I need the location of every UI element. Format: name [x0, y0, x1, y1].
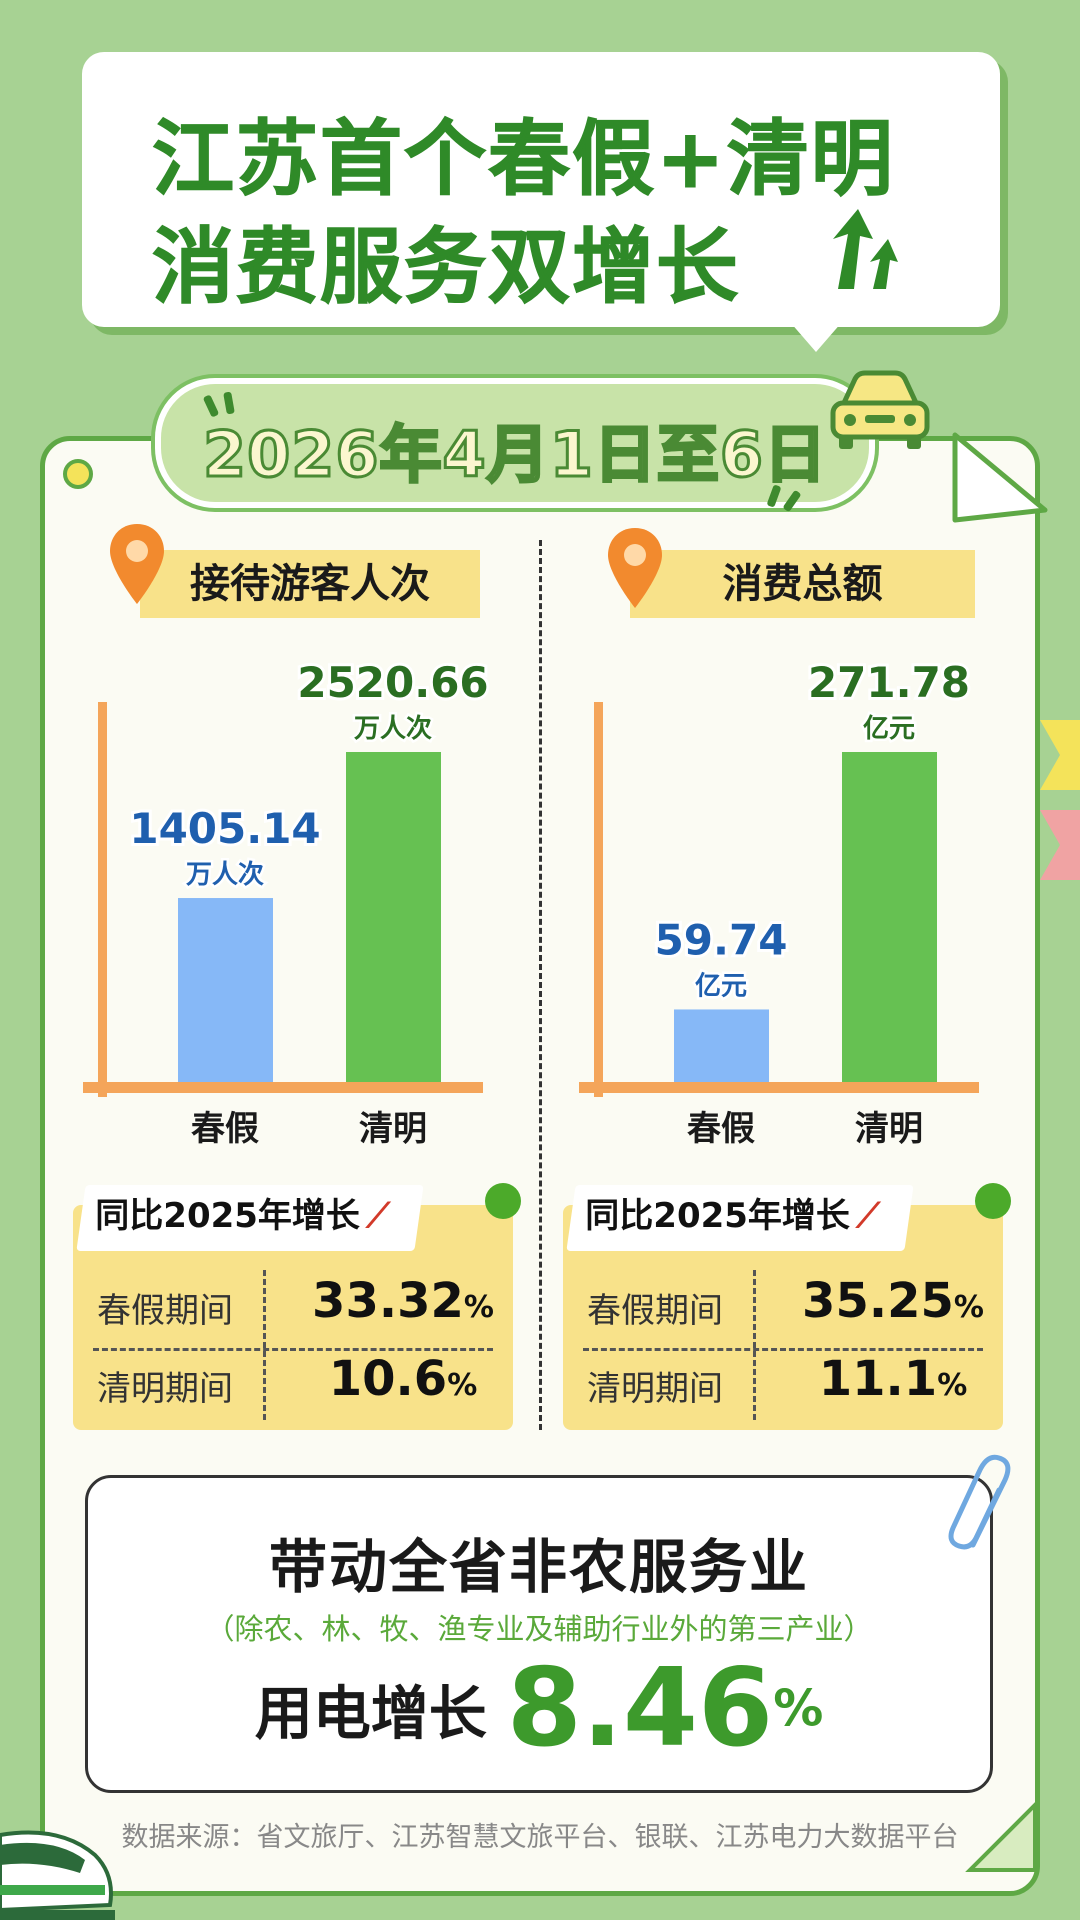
growth-row-label: 清明期间 — [587, 1369, 723, 1409]
growth-row-label: 春假期间 — [97, 1291, 233, 1331]
unit-label: 万人次 — [354, 714, 432, 744]
growth-pct: % — [937, 1368, 968, 1403]
growth-row-label: 春假期间 — [587, 1291, 723, 1331]
bar-spring — [178, 898, 273, 1082]
x-axis — [83, 1082, 483, 1093]
growth-value: 33.32 — [312, 1273, 464, 1329]
trend-icon: ⟋ — [855, 1196, 880, 1236]
y-axis — [594, 702, 603, 1097]
growth-value: 10.6 — [328, 1351, 448, 1407]
growth-row-value: 33.32% — [303, 1273, 503, 1329]
decor-dot — [63, 459, 93, 489]
car-icon — [830, 370, 930, 449]
growth-box-header: 同比2025年增长 ⟋ — [76, 1185, 425, 1251]
chart-consumption: 59.74 亿元春假 271.78 亿元清明 — [576, 640, 996, 1160]
growth-box-consumption: 同比2025年增长 ⟋ 春假期间 35.25% 清明期间 11.1% — [563, 1183, 1011, 1430]
growth-row: 春假期间 35.25% — [563, 1267, 1003, 1345]
y-axis — [98, 702, 107, 1097]
location-pin-icon — [110, 524, 164, 604]
visitors-tag-label: 接待游客人次 — [190, 561, 430, 607]
trend-icon: ⟋ — [365, 1196, 390, 1236]
growth-box-header-text: 同比2025年增长 — [95, 1196, 360, 1236]
title-line-1: 江苏首个春假+清明 — [152, 112, 895, 208]
growth-row-value: 10.6% — [303, 1351, 503, 1407]
growth-row: 清明期间 11.1% — [563, 1345, 1003, 1423]
bar-spring — [674, 1009, 769, 1082]
visitors-tag: 接待游客人次 — [140, 550, 480, 618]
electricity-subtitle: （除农、林、牧、渔专业及辅助行业外的第三产业） — [205, 1612, 873, 1646]
growth-row: 春假期间 33.32% — [73, 1267, 513, 1345]
electricity-title: 带动全省非农服务业 — [268, 1533, 809, 1601]
growth-pct: % — [463, 1290, 494, 1325]
flags-decor — [1040, 720, 1080, 880]
section-divider — [539, 540, 542, 1430]
grid-divider — [93, 1348, 493, 1351]
electricity-growth-line: 用电增长 8.46% — [88, 1646, 990, 1771]
unit-label: 亿元 — [695, 971, 747, 1001]
title-card-tail — [790, 322, 842, 352]
growth-pct: % — [953, 1290, 984, 1325]
growth-box-visitors: 同比2025年增长 ⟋ 春假期间 33.32% 清明期间 10.6% — [73, 1183, 521, 1430]
category-label: 春假 — [687, 1109, 755, 1149]
data-source: 数据来源：省文旅厅、江苏智慧文旅平台、银联、江苏电力大数据平台 — [121, 1822, 959, 1853]
data-label: 2520.66 — [297, 658, 488, 707]
folded-corner-decor — [952, 432, 1048, 523]
consumption-tag: 消费总额 — [630, 550, 975, 618]
grid-divider — [263, 1270, 266, 1420]
category-label: 清明 — [359, 1109, 427, 1149]
grid-divider — [753, 1270, 756, 1420]
decor-dot — [975, 1183, 1011, 1219]
grid-divider — [583, 1348, 983, 1351]
growth-value: 35.25 — [802, 1273, 954, 1329]
growth-row: 清明期间 10.6% — [73, 1345, 513, 1423]
electricity-growth-pct: % — [773, 1679, 824, 1738]
bar-qingming — [346, 752, 441, 1082]
decor-dot — [485, 1183, 521, 1219]
data-label: 271.78 — [808, 658, 970, 707]
category-label: 清明 — [855, 1109, 923, 1149]
electricity-box: 带动全省非农服务业 （除农、林、牧、渔专业及辅助行业外的第三产业） 用电增长 8.… — [85, 1475, 993, 1793]
bar-qingming — [842, 752, 937, 1082]
date-banner: 2026年4月1日至6日 — [155, 378, 875, 508]
growth-box-header-text: 同比2025年增长 — [585, 1196, 850, 1236]
unit-label: 亿元 — [863, 714, 915, 744]
category-label: 春假 — [191, 1109, 259, 1149]
growth-pct: % — [447, 1368, 478, 1403]
growth-arrows-icon — [833, 209, 898, 289]
title-line-2: 消费服务双增长 — [151, 220, 741, 316]
date-text: 2026年4月1日至6日 — [202, 417, 828, 493]
growth-value: 11.1 — [818, 1351, 938, 1407]
growth-row-label: 清明期间 — [97, 1369, 233, 1409]
data-label: 59.74 — [655, 915, 788, 964]
growth-row-value: 11.1% — [793, 1351, 993, 1407]
train-icon — [0, 1830, 115, 1920]
x-axis — [579, 1082, 979, 1093]
location-pin-icon — [608, 528, 662, 608]
unit-label: 万人次 — [186, 860, 264, 890]
title-card: 江苏首个春假+清明 消费服务双增长 — [82, 52, 1000, 327]
folded-corner-decor — [965, 1800, 1037, 1872]
growth-row-value: 35.25% — [793, 1273, 993, 1329]
chart-visitors: 1405.14 万人次春假 2520.66 万人次清明 — [80, 640, 500, 1160]
growth-box-header: 同比2025年增长 ⟋ — [566, 1185, 915, 1251]
electricity-growth-value: 8.46 — [506, 1646, 774, 1771]
consumption-tag-label: 消费总额 — [722, 561, 883, 607]
electricity-growth-label: 用电增长 — [254, 1679, 487, 1748]
data-label: 1405.14 — [129, 804, 320, 853]
paperclip-icon — [948, 1454, 1011, 1550]
